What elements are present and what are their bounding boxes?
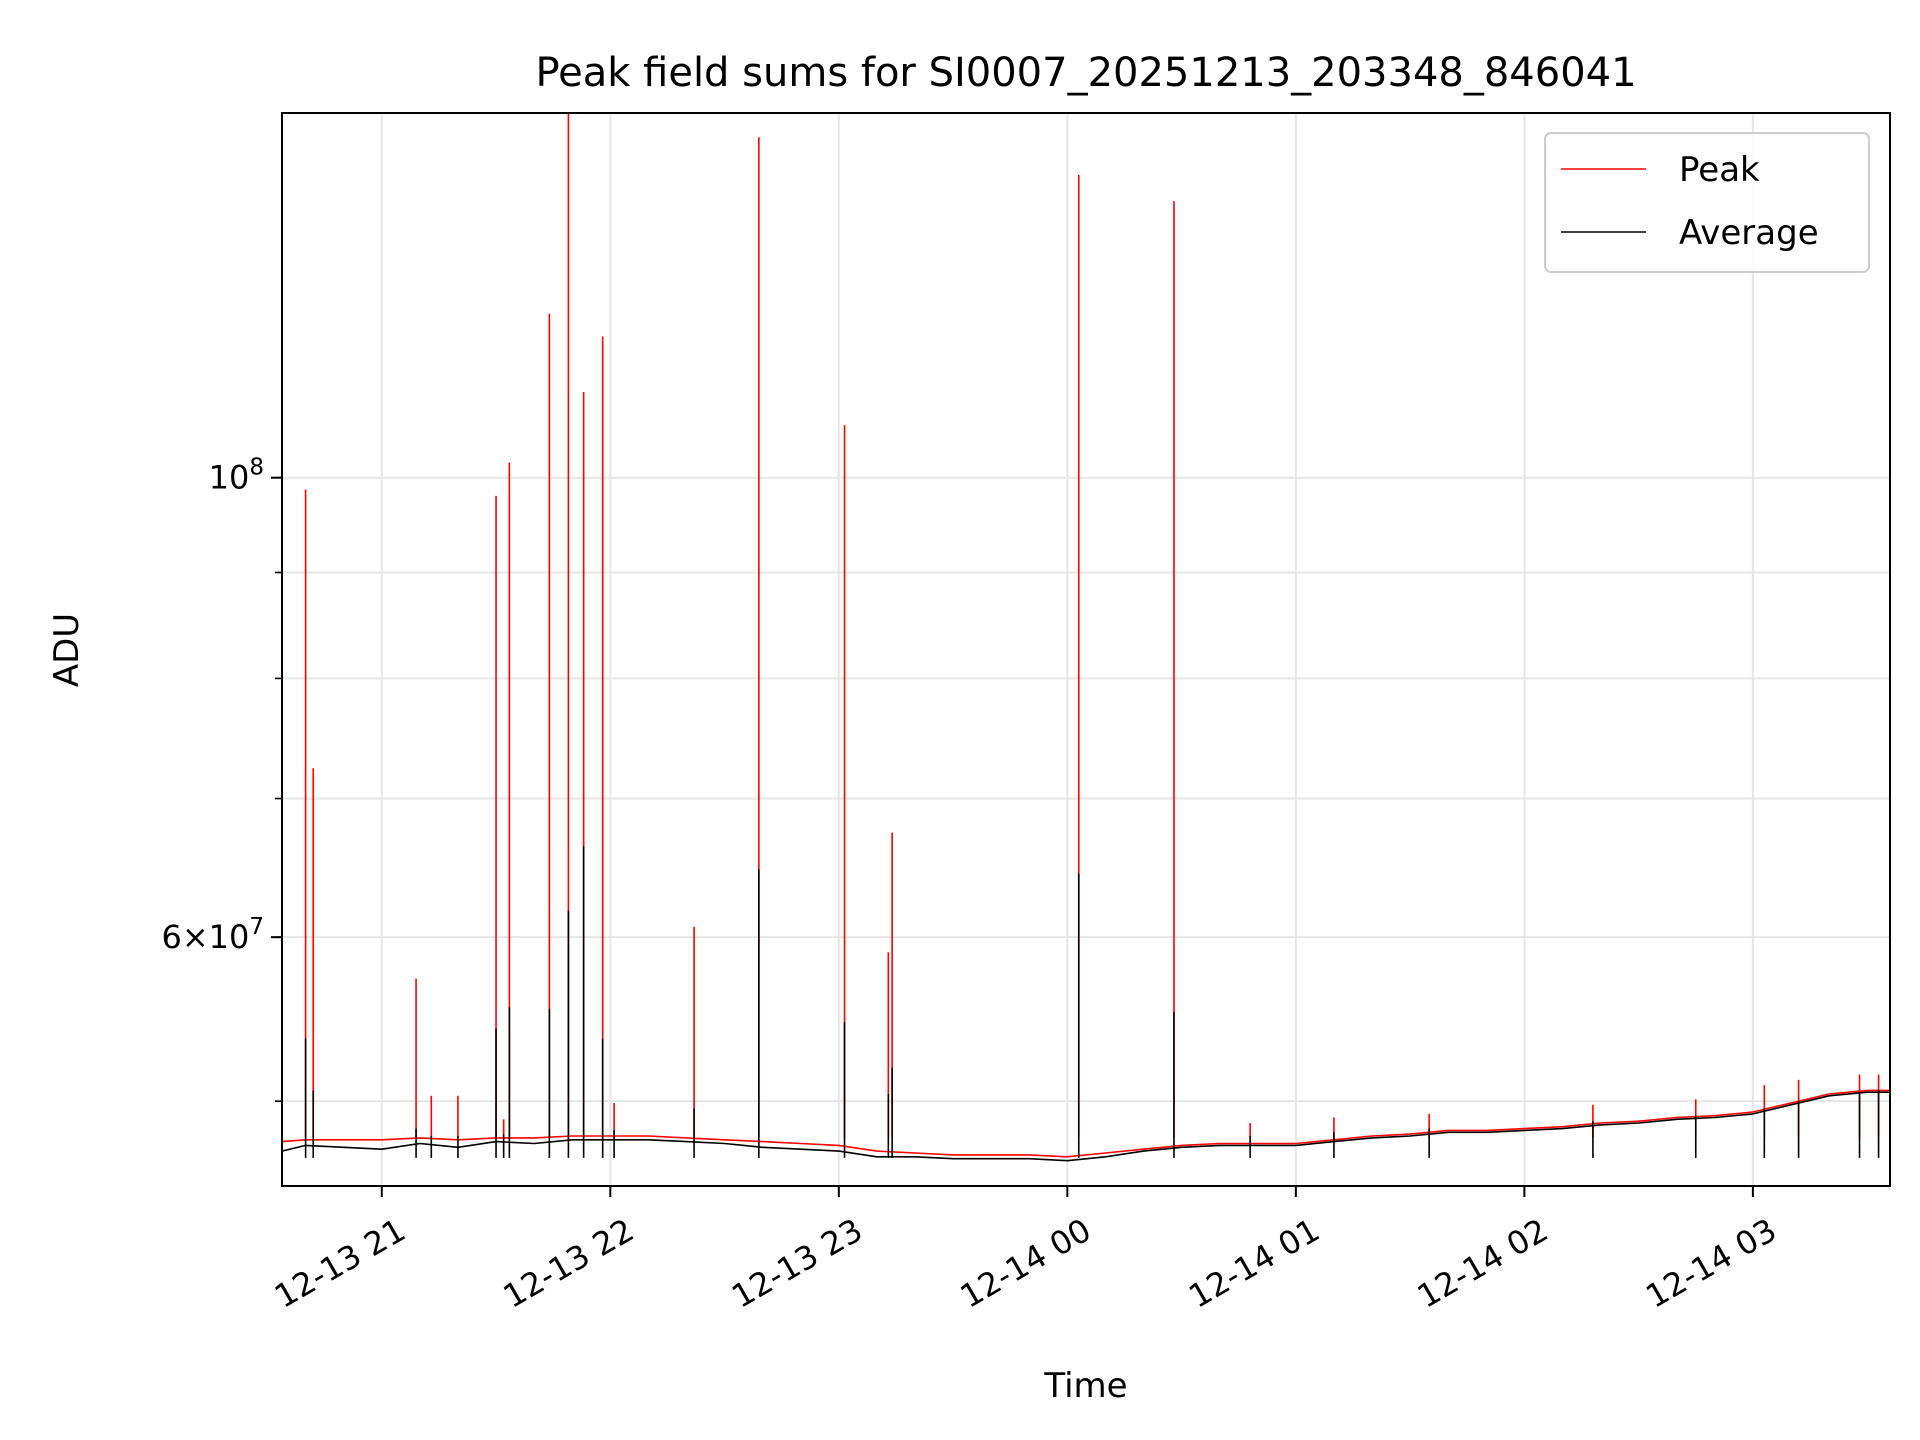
series-line-average	[281, 1091, 1890, 1162]
legend: Peak Average	[1544, 132, 1870, 273]
series-line-peak	[281, 1089, 1890, 1158]
axes-frame	[281, 112, 1891, 1187]
legend-label-average: Average	[1679, 213, 1819, 253]
x-axis-label: Time	[1043, 1366, 1127, 1406]
legend-label-peak: Peak	[1679, 150, 1760, 190]
plot-area	[281, 113, 1890, 1162]
legend-box	[1544, 132, 1870, 273]
y-axis: 108 6×107	[161, 455, 282, 1102]
chart-title: Peak field sums for SI0007_20251213_2033…	[535, 50, 1636, 96]
y-tick-label: 6×107	[161, 914, 264, 956]
y-axis-label: ADU	[47, 613, 87, 687]
y-tick-label: 108	[209, 455, 264, 497]
